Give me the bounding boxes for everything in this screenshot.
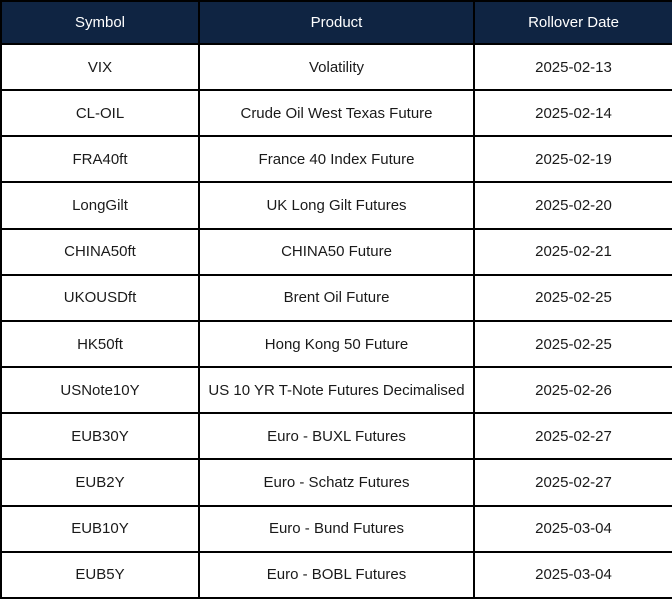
- rollover-date-cell: 2025-02-14: [473, 89, 672, 138]
- product-cell: Hong Kong 50 Future: [198, 319, 475, 369]
- symbol-cell: LongGilt: [0, 181, 200, 230]
- table-row: CHINA50ft CHINA50 Future 2025-02-21: [0, 227, 672, 276]
- table-row: UKOUSDft Brent Oil Future 2025-02-25: [0, 273, 672, 322]
- rollover-date-cell: 2025-02-13: [473, 42, 672, 92]
- symbol-cell: CL-OIL: [0, 89, 200, 138]
- symbol-cell: VIX: [0, 42, 200, 92]
- rollover-date-cell: 2025-02-26: [473, 366, 672, 415]
- product-cell: Euro - Bund Futures: [198, 504, 475, 553]
- table-row: USNote10Y US 10 YR T-Note Futures Decimal…: [0, 366, 672, 415]
- column-header-symbol: Symbol: [0, 0, 200, 45]
- product-cell: Euro - Schatz Futures: [198, 458, 475, 507]
- rollover-date-cell: 2025-03-04: [473, 550, 672, 599]
- table-header: Symbol Product Rollover Date: [0, 0, 672, 45]
- rollover-date-cell: 2025-02-27: [473, 458, 672, 507]
- product-cell: Brent Oil Future: [198, 273, 475, 322]
- table-row: EUB2Y Euro - Schatz Futures 2025-02-27: [0, 458, 672, 507]
- table-body: VIX Volatility 2025-02-13 CL-OIL Crude Oil W…: [0, 42, 672, 599]
- table-row: EUB10Y Euro - Bund Futures 2025-03-04: [0, 504, 672, 553]
- product-cell: Euro - BOBL Futures: [198, 550, 475, 599]
- product-cell: US 10 YR T-Note Futures Decimalised: [198, 366, 475, 415]
- table-row: EUB5Y Euro - BOBL Futures 2025-03-04: [0, 550, 672, 599]
- rollover-date-cell: 2025-02-19: [473, 135, 672, 184]
- table-row: CL-OIL Crude Oil West Texas Future 2025-02…: [0, 89, 672, 138]
- header-row: Symbol Product Rollover Date: [0, 0, 672, 45]
- rollover-date-cell: 2025-02-25: [473, 273, 672, 322]
- symbol-cell: FRA40ft: [0, 135, 200, 184]
- symbol-cell: EUB5Y: [0, 550, 200, 599]
- table-row: HK50ft Hong Kong 50 Future 2025-02-25: [0, 319, 672, 369]
- product-cell: Crude Oil West Texas Future: [198, 89, 475, 138]
- product-cell: Euro - BUXL Futures: [198, 412, 475, 461]
- symbol-cell: USNote10Y: [0, 366, 200, 415]
- product-cell: France 40 Index Future: [198, 135, 475, 184]
- product-cell: UK Long Gilt Futures: [198, 181, 475, 230]
- symbol-cell: HK50ft: [0, 319, 200, 369]
- symbol-cell: UKOUSDft: [0, 273, 200, 322]
- table-row: LongGilt UK Long Gilt Futures 2025-02-20: [0, 181, 672, 230]
- symbol-cell: EUB2Y: [0, 458, 200, 507]
- table-row: EUB30Y Euro - BUXL Futures 2025-02-27: [0, 412, 672, 461]
- product-cell: Volatility: [198, 42, 475, 92]
- symbol-cell: CHINA50ft: [0, 227, 200, 276]
- rollover-date-cell: 2025-02-25: [473, 319, 672, 369]
- rollover-date-cell: 2025-03-04: [473, 504, 672, 553]
- column-header-rollover-date: Rollover Date: [473, 0, 672, 45]
- product-cell: CHINA50 Future: [198, 227, 475, 276]
- column-header-product: Product: [198, 0, 475, 45]
- rollover-date-cell: 2025-02-20: [473, 181, 672, 230]
- table-row: VIX Volatility 2025-02-13: [0, 42, 672, 92]
- rollover-date-cell: 2025-02-21: [473, 227, 672, 276]
- rollover-date-cell: 2025-02-27: [473, 412, 672, 461]
- symbol-cell: EUB10Y: [0, 504, 200, 553]
- symbol-cell: EUB30Y: [0, 412, 200, 461]
- table-row: FRA40ft France 40 Index Future 2025-02-19: [0, 135, 672, 184]
